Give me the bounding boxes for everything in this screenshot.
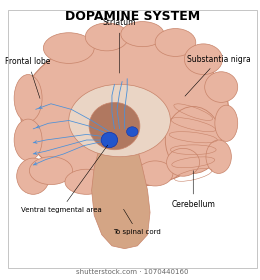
Ellipse shape [205, 72, 238, 102]
Text: Ventral tegmental area: Ventral tegmental area [21, 145, 108, 213]
Ellipse shape [127, 127, 138, 137]
Ellipse shape [14, 119, 42, 161]
Text: To spinal cord: To spinal cord [113, 209, 161, 235]
Ellipse shape [29, 157, 73, 185]
Ellipse shape [21, 37, 229, 187]
Text: shutterstock.com · 1070440160: shutterstock.com · 1070440160 [76, 269, 188, 275]
Ellipse shape [101, 132, 118, 148]
Ellipse shape [137, 161, 173, 186]
Ellipse shape [165, 107, 221, 173]
Ellipse shape [155, 29, 196, 56]
Text: Frontal lobe: Frontal lobe [5, 57, 51, 98]
Ellipse shape [69, 84, 170, 157]
Ellipse shape [206, 140, 231, 173]
Ellipse shape [85, 23, 128, 51]
Ellipse shape [215, 105, 238, 141]
Ellipse shape [65, 169, 108, 194]
Text: Striatum: Striatum [103, 18, 136, 73]
Text: Cerebellum: Cerebellum [171, 171, 215, 209]
Ellipse shape [121, 22, 164, 47]
Polygon shape [92, 148, 150, 249]
Ellipse shape [43, 33, 94, 63]
Text: Substantia nigra: Substantia nigra [185, 55, 251, 96]
Ellipse shape [14, 74, 42, 122]
Ellipse shape [184, 44, 223, 74]
Text: DOPAMINE SYSTEM: DOPAMINE SYSTEM [65, 10, 200, 24]
Ellipse shape [17, 158, 50, 194]
Ellipse shape [167, 148, 200, 176]
Ellipse shape [103, 167, 141, 192]
Ellipse shape [89, 102, 140, 150]
